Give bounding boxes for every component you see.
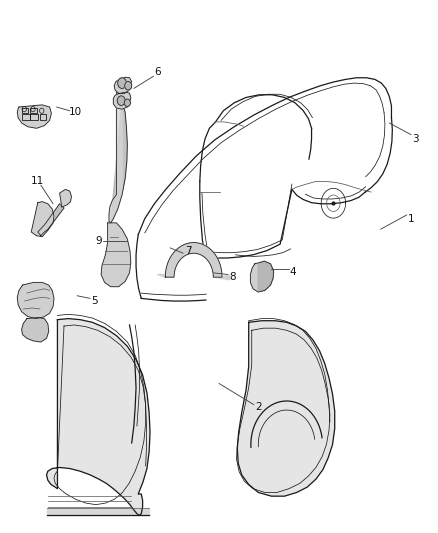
Polygon shape	[38, 204, 64, 236]
Polygon shape	[165, 243, 222, 277]
Text: 8: 8	[229, 272, 235, 282]
Bar	[21, 114, 29, 120]
Polygon shape	[157, 274, 174, 277]
Polygon shape	[17, 105, 51, 128]
Polygon shape	[114, 77, 132, 94]
Polygon shape	[111, 101, 127, 223]
Text: 1: 1	[408, 214, 414, 224]
Polygon shape	[101, 223, 131, 287]
Circle shape	[118, 78, 127, 88]
Polygon shape	[109, 91, 122, 223]
Text: 9: 9	[95, 236, 102, 246]
Polygon shape	[31, 201, 54, 237]
Text: 10: 10	[68, 107, 81, 117]
Text: 3: 3	[412, 134, 419, 144]
Polygon shape	[213, 274, 230, 280]
Text: 7: 7	[185, 246, 192, 255]
Text: 4: 4	[290, 267, 297, 277]
Circle shape	[124, 99, 131, 107]
Bar	[39, 114, 46, 120]
Polygon shape	[46, 508, 149, 515]
Bar	[30, 114, 38, 120]
Polygon shape	[258, 261, 274, 290]
Circle shape	[125, 82, 132, 90]
Bar	[21, 108, 28, 114]
Text: 6: 6	[155, 68, 161, 77]
Polygon shape	[60, 189, 71, 207]
Polygon shape	[21, 318, 49, 342]
Bar	[30, 108, 37, 114]
Text: 2: 2	[255, 402, 261, 413]
Polygon shape	[113, 92, 131, 109]
Polygon shape	[237, 321, 335, 496]
Text: 5: 5	[91, 296, 98, 306]
Text: 11: 11	[31, 176, 44, 187]
Polygon shape	[17, 282, 54, 319]
Polygon shape	[46, 319, 150, 515]
Polygon shape	[251, 261, 274, 292]
Circle shape	[117, 96, 125, 106]
